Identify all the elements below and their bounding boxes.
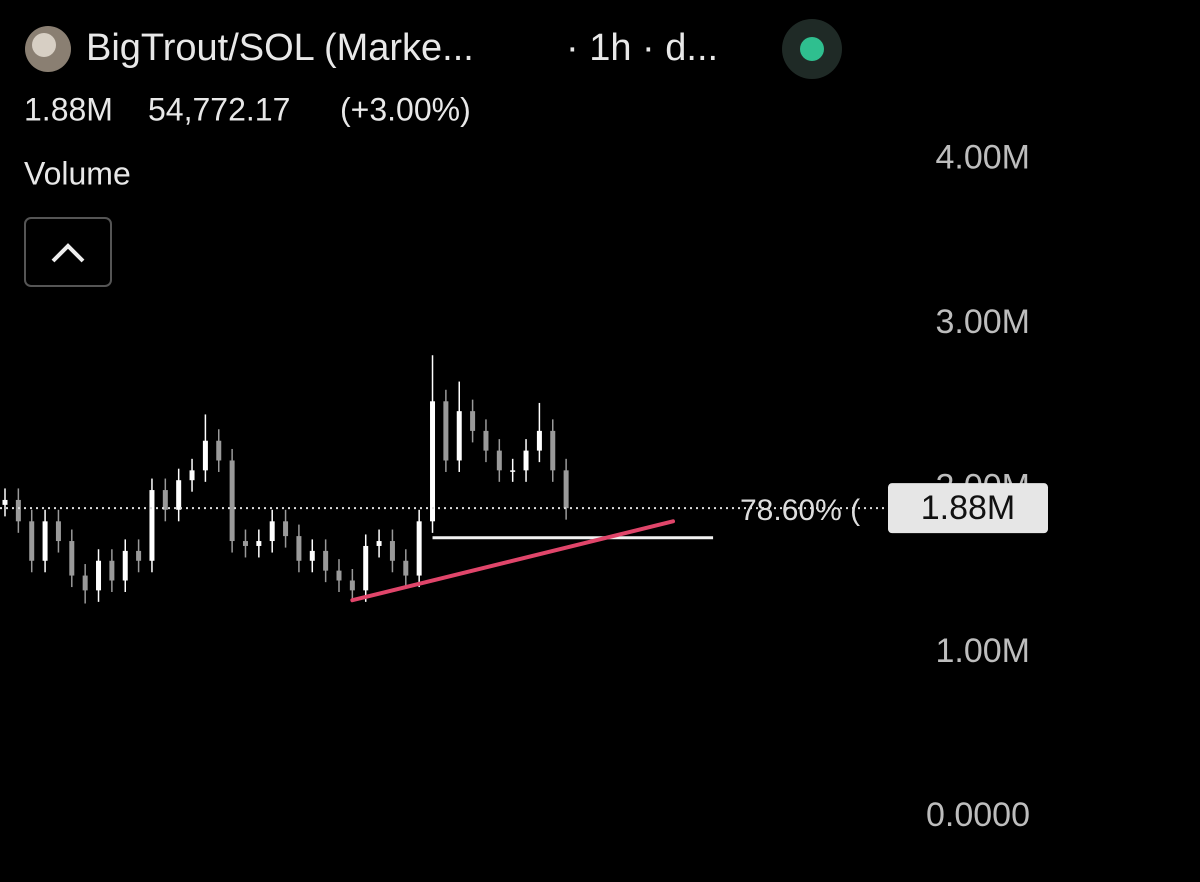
candle-body xyxy=(216,440,222,461)
level-label: 78.60% ( xyxy=(740,494,860,527)
candle-body xyxy=(443,401,449,461)
last-price-label: 1.88M xyxy=(921,489,1016,527)
symbol: BigTrout/SOL (Marke... xyxy=(86,27,474,69)
token-icon-detail xyxy=(32,33,56,57)
candle-body xyxy=(55,521,61,542)
candle-body xyxy=(323,550,329,571)
candle-body xyxy=(136,550,142,561)
candle-body xyxy=(403,560,409,576)
status-dot xyxy=(800,37,824,61)
candle-body xyxy=(42,521,48,561)
candle-body xyxy=(256,541,262,546)
candle-body xyxy=(176,480,182,510)
candle-body xyxy=(523,450,529,471)
candle-body xyxy=(189,470,195,481)
candle-body xyxy=(96,560,102,591)
candle-body xyxy=(122,550,128,581)
candle-body xyxy=(563,470,569,509)
y-tick-label: 1.00M xyxy=(936,632,1031,670)
candle-body xyxy=(496,450,502,471)
candle-body xyxy=(483,430,489,451)
candle-body xyxy=(536,430,542,451)
y-tick-label: 4.00M xyxy=(936,139,1031,177)
candle-body xyxy=(229,460,235,542)
candle-body xyxy=(363,545,369,591)
candle-body xyxy=(202,440,208,471)
chevron-up xyxy=(51,243,85,263)
candle-body xyxy=(15,499,21,522)
candle-body xyxy=(430,401,436,522)
candle-body xyxy=(109,560,115,581)
candle-body xyxy=(69,541,75,576)
candle-body xyxy=(242,541,248,546)
indicator: Volume xyxy=(24,155,131,191)
candle-body xyxy=(550,430,556,471)
candle-body xyxy=(296,536,302,561)
header-change: (+3.00%) xyxy=(340,91,471,127)
interval: · 1h · d... xyxy=(566,27,718,69)
button-frame xyxy=(24,217,112,287)
candle-body xyxy=(309,550,315,561)
y-tick-label: 0.0000 xyxy=(926,796,1030,834)
collapse-button[interactable] xyxy=(24,217,112,287)
header-value: 1.88M xyxy=(24,91,113,127)
last-price-box xyxy=(888,483,1048,534)
candle-body xyxy=(149,490,155,561)
candle-body xyxy=(29,521,35,561)
candle-body xyxy=(456,411,462,461)
candle-body xyxy=(2,499,8,505)
y-tick-label: 3.00M xyxy=(936,303,1031,341)
candle-body xyxy=(416,521,422,576)
candle-body xyxy=(283,521,289,537)
candle-body xyxy=(349,580,355,591)
candle-body xyxy=(82,575,88,591)
trendline xyxy=(350,519,675,603)
candle-body xyxy=(470,411,476,431)
candle-body xyxy=(162,490,168,510)
candle-body xyxy=(510,470,516,472)
candle-body xyxy=(376,541,382,546)
header-price: 54,772.17 xyxy=(148,91,290,127)
candle-body xyxy=(269,521,275,542)
candle-body xyxy=(336,570,342,581)
candle-body xyxy=(389,541,395,561)
